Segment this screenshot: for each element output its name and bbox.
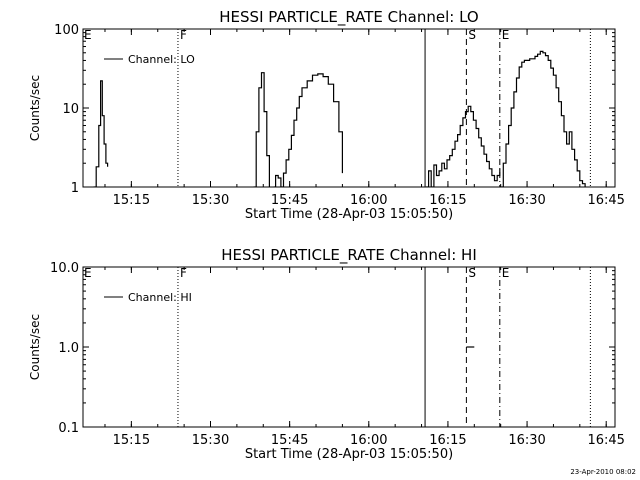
- y-tick-label: 0.1: [58, 421, 79, 436]
- x-tick-label: 16:00: [350, 433, 387, 448]
- series-line: [500, 50, 586, 187]
- series-line: [93, 80, 109, 187]
- footer-timestamp: 23-Apr-2010 08:02: [570, 468, 636, 476]
- x-tick-label: 15:15: [113, 433, 150, 448]
- y-tick-label: 10.0: [50, 261, 79, 276]
- event-line-label: F: [180, 28, 187, 42]
- event-line-label: F: [180, 266, 187, 280]
- event-line-label: E: [502, 28, 510, 42]
- edge-marker-label: E: [84, 266, 92, 280]
- x-tick-label: 16:00: [350, 193, 387, 208]
- series-line: [273, 73, 343, 187]
- y-tick-label: 10: [62, 102, 79, 117]
- x-tick-label: 15:45: [271, 433, 308, 448]
- y-tick-label: 1.0: [58, 341, 79, 356]
- series-line: [253, 72, 270, 187]
- edge-marker-label: E: [84, 28, 92, 42]
- x-tick-label: 16:45: [587, 433, 624, 448]
- x-tick-label: 15:45: [271, 193, 308, 208]
- chart-panel-0: HESSI PARTICLE_RATE Channel: LO 15:15 15:3…: [28, 8, 625, 222]
- x-tick-label: 15:30: [192, 433, 229, 448]
- x-tick-label: 16:15: [429, 433, 466, 448]
- legend-entry: Channel: HI: [128, 291, 192, 304]
- x-tick-label: 16:45: [587, 193, 624, 208]
- x-axis-label: Start Time (28-Apr-03 15:05:50): [245, 207, 453, 222]
- x-tick-label: 16:15: [429, 193, 466, 208]
- y-tick-label: 1: [71, 181, 79, 196]
- x-tick-label: 15:15: [113, 193, 150, 208]
- x-tick-label: 16:30: [508, 433, 545, 448]
- x-tick-label: 16:30: [508, 193, 545, 208]
- x-tick-label: 15:30: [192, 193, 229, 208]
- chart-title: HESSI PARTICLE_RATE Channel: LO: [219, 8, 478, 27]
- event-line-label: E: [502, 266, 510, 280]
- chart-panel-1: HESSI PARTICLE_RATE Channel: HI 15:15 15:3…: [28, 246, 625, 462]
- series-line: [425, 105, 501, 187]
- legend-entry: Channel: LO: [128, 53, 195, 66]
- event-line-label: S: [468, 266, 476, 280]
- y-axis-label: Counts/sec: [28, 75, 42, 141]
- chart-title: HESSI PARTICLE_RATE Channel: HI: [221, 246, 477, 265]
- x-axis-label: Start Time (28-Apr-03 15:05:50): [245, 447, 453, 462]
- y-axis-label: Counts/sec: [28, 314, 42, 380]
- event-line-label: S: [468, 28, 476, 42]
- y-tick-label: 100: [54, 23, 79, 38]
